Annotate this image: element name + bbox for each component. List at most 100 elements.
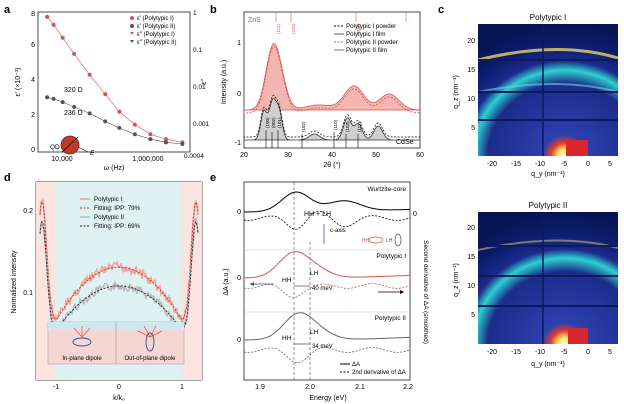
b-peak-0: (100) — [265, 117, 270, 128]
a-point-1-9 — [163, 140, 168, 145]
a-legend-2: ε″ (Polytypic I) — [137, 32, 175, 38]
d-ytick-1: 0.2 — [23, 208, 33, 215]
b-polytypic-i-line — [243, 46, 420, 114]
e-wurtzite-trace — [244, 191, 410, 213]
c-bottom-ytick-0: 5 — [471, 312, 475, 319]
e-polytypic-ii-trace — [244, 312, 410, 341]
e-xtick-2: 2.1 — [355, 384, 365, 391]
d-xtick-2: 1 — [180, 384, 184, 391]
panel-letter-d: d — [4, 172, 11, 184]
a-y2tick-1: 0.1 — [193, 47, 202, 54]
b-peak-5: (103) — [345, 121, 350, 132]
b-peak-1: (002) — [271, 117, 276, 128]
d-xlabel: k/k₀ — [113, 395, 125, 402]
e-right-arrow-head — [400, 290, 404, 294]
a-ytick-3: 6 — [31, 42, 35, 49]
b-top-peak-0: (111) — [276, 24, 281, 34]
c-top-ring-2 — [477, 83, 619, 93]
a-ylabel: ε′ (×10⁻³) — [15, 68, 22, 97]
c-bottom-xtick-1: -15 — [511, 349, 521, 356]
c-top-xtick-4: 0 — [586, 161, 590, 168]
panel-a-frame — [37, 11, 191, 153]
b-xtick-4: 60 — [416, 152, 424, 159]
panel-b-frame — [243, 11, 421, 149]
a-y2tick-3: 0.001 — [193, 121, 210, 128]
panel-d-chart: Polytypic I Fitting: IPP: 79% Polytypic … — [11, 181, 203, 402]
b-legend-0: Polytypic I powder — [346, 23, 396, 30]
panel-a-chart: 0 2 4 6 8 1 0.1 0.01 0.001 0.0004 10,000… — [15, 10, 210, 172]
a-point-1-5 — [103, 119, 108, 124]
c-bottom-ytick-3: 20 — [467, 225, 475, 232]
a-legend-3: ε″ (Polytypic II) — [137, 40, 176, 46]
c-bottom-beamstop — [568, 328, 588, 344]
a-ytick-0: 0 — [31, 147, 35, 154]
c-top-ytick-3: 20 — [467, 38, 475, 45]
a-point-0-6 — [117, 109, 122, 114]
b-ytick-1: 0 — [237, 91, 241, 98]
a-point-0-8 — [148, 132, 153, 137]
b-polytypic-gray-dash — [243, 95, 420, 138]
c-bottom-ylabel: q_z (nm⁻¹) — [453, 263, 460, 297]
a-legend-mark-2 — [130, 32, 134, 35]
e-legend: ΔA 2nd derivative of ΔA — [340, 362, 406, 376]
e-xtick-0: 1.9 — [255, 384, 265, 391]
e-polytypic-ii-deriv — [243, 347, 411, 364]
a-field-arrow — [77, 146, 89, 153]
c-bottom-ytick-1: 10 — [467, 283, 475, 290]
c-top-ylabel: q_z (nm⁻¹) — [453, 75, 460, 109]
d-inplane-dipole-icon — [72, 337, 92, 347]
a-point-1-7 — [132, 132, 137, 137]
b-zns-label: ZnS — [248, 17, 261, 24]
d-shade-right — [182, 182, 202, 380]
c-bottom-image — [478, 212, 618, 344]
a-point-1-8 — [148, 137, 153, 142]
panel-b-chart: ZnS CdSe (111) (220) (311) (100) (002) (… — [221, 11, 424, 169]
b-xtick-2: 40 — [328, 152, 336, 159]
d-fit-i — [39, 200, 199, 321]
a-ytick-2: 4 — [31, 77, 35, 84]
a-point-0-7 — [132, 122, 137, 127]
c-top-xtick-1: -15 — [511, 161, 521, 168]
b-peak-4: (110) — [333, 119, 338, 130]
d-polytypic-ii — [39, 217, 199, 335]
c-top-image — [478, 24, 618, 156]
c-bottom-title: Polytypic II — [529, 201, 568, 210]
e-annot-hh-1: HH — [282, 277, 292, 284]
a-point-0-9 — [163, 137, 168, 142]
a-annot-236: 236 D — [64, 110, 83, 117]
a-point-0-3 — [72, 51, 77, 56]
panel-c-images: Polytypic I 5 10 15 20 -20 -15 -10 -5 0 … — [453, 13, 619, 368]
e-annot-hh-2: HH — [282, 335, 292, 342]
b-legend-2: Polytypic II powder — [346, 39, 398, 46]
a-point-1-10 — [180, 141, 185, 146]
a-xtick-0: 10,000 — [51, 156, 73, 163]
a-point-1-1 — [51, 96, 56, 101]
e-zero-right: 0 — [413, 211, 417, 218]
a-legend-mark-0 — [130, 16, 134, 20]
e-zero-0: 0 — [237, 209, 241, 216]
e-xtick-1: 2.0 — [305, 384, 315, 391]
d-ytick-0: 0.1 — [23, 290, 33, 297]
a-legend: ε′ (Polytypic I) ε′ (Polytypic II) ε″ (P… — [130, 16, 176, 46]
a-point-1-2 — [60, 100, 65, 105]
c-top-title: Polytypic I — [530, 13, 566, 22]
b-zns-refs — [275, 12, 407, 22]
panel-e-chart: Wurtzite-core Polytypic I Polytypic II H… — [223, 181, 429, 402]
a-point-1-6 — [117, 125, 122, 130]
c-top-ytick-0: 5 — [471, 125, 475, 132]
d-legend-2: Polytypic II — [94, 214, 124, 221]
a-ytick-1: 2 — [31, 112, 35, 119]
e-xlabel: Energy (eV) — [309, 395, 346, 402]
e-ylabel: ΔA (a.u.) — [223, 268, 230, 295]
a-point-0-1 — [51, 22, 56, 27]
d-legend-3: Fitting: IPP: 69% — [94, 223, 141, 230]
panel-letter-c: c — [438, 4, 445, 16]
c-bottom-xtick-5: 5 — [608, 349, 612, 356]
e-trace-2: Polytypic II — [375, 315, 407, 322]
e-annot-hhlh: HH + LH — [304, 211, 331, 218]
e-zero-1: 0 — [237, 275, 241, 282]
d-legend: Polytypic I Fitting: IPP: 79% Polytypic … — [80, 196, 141, 230]
b-xtick-3: 50 — [372, 152, 380, 159]
b-peak-3: (102) — [301, 121, 306, 132]
a-xlabel: ω (Hz) — [104, 165, 125, 172]
